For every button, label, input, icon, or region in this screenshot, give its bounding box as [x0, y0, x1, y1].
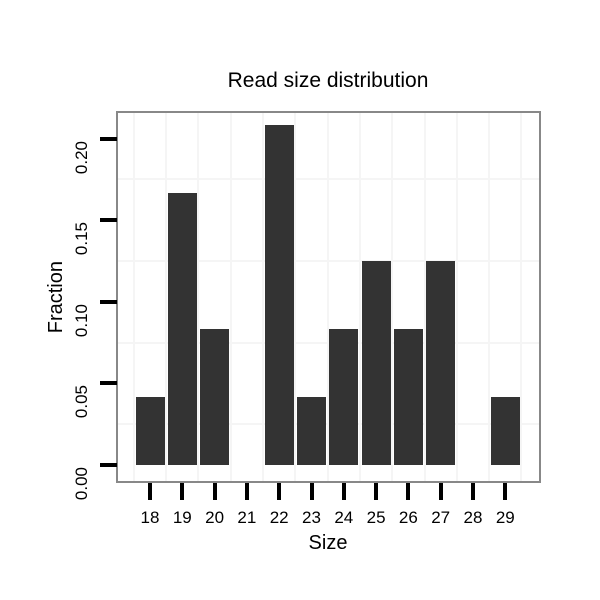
v-gridline	[294, 113, 297, 481]
v-gridline	[326, 113, 329, 481]
bar	[135, 397, 165, 465]
x-axis-tick	[277, 483, 282, 500]
y-axis-tick	[100, 136, 117, 141]
bar	[329, 329, 359, 465]
x-axis-title: Size	[308, 532, 348, 554]
h-gridline	[118, 341, 539, 344]
x-axis-tick	[503, 483, 508, 500]
bar	[393, 329, 423, 465]
v-gridline	[165, 113, 168, 481]
x-axis-tick	[374, 483, 379, 500]
y-tick-label: 0.00	[72, 467, 91, 501]
x-tick-label: 20	[205, 508, 225, 527]
bar	[426, 261, 456, 465]
x-axis-tick	[148, 483, 152, 500]
v-gridline	[229, 113, 232, 481]
h-gridline	[118, 178, 539, 181]
x-axis-tick	[406, 483, 411, 500]
y-tick-label: 0.10	[72, 303, 91, 337]
y-tick-label: 0.15	[72, 222, 91, 256]
x-axis-tick	[309, 483, 314, 500]
v-gridline	[358, 113, 361, 481]
bar	[297, 397, 326, 465]
y-axis-tick	[100, 463, 117, 467]
y-axis-tick	[100, 218, 117, 223]
bar	[490, 397, 520, 465]
bar	[264, 125, 294, 465]
x-axis-tick	[471, 483, 475, 500]
x-tick-label: 29	[495, 508, 515, 527]
x-tick-label: 25	[366, 508, 386, 527]
x-tick-label: 21	[237, 508, 257, 527]
x-tick-label: 28	[463, 508, 483, 527]
h-gridline	[118, 260, 539, 262]
bar	[200, 329, 230, 465]
x-tick-label: 22	[269, 508, 289, 527]
x-tick-label: 18	[140, 508, 160, 527]
x-axis-tick	[180, 483, 185, 500]
x-axis-tick	[341, 483, 346, 500]
x-tick-label: 24	[334, 508, 354, 527]
x-axis-tick	[212, 483, 217, 500]
y-axis-tick	[100, 381, 117, 386]
y-tick-label: 0.05	[72, 385, 91, 419]
plot-panel	[116, 111, 541, 483]
v-gridline	[197, 113, 200, 481]
v-gridline	[488, 113, 491, 481]
v-gridline	[262, 113, 265, 481]
x-axis-tick	[438, 483, 443, 500]
v-gridline	[520, 113, 523, 481]
v-gridline	[132, 113, 135, 481]
bar	[167, 193, 197, 465]
v-gridline	[423, 113, 426, 481]
x-tick-label: 26	[398, 508, 418, 527]
y-tick-label: 0.20	[72, 140, 91, 174]
v-gridline	[455, 113, 458, 481]
x-tick-label: 23	[302, 508, 321, 527]
x-tick-label: 27	[431, 508, 451, 527]
chart-title: Read size distribution	[227, 69, 429, 92]
bar	[361, 261, 391, 465]
h-gridline	[118, 423, 539, 426]
y-axis-tick	[100, 299, 117, 304]
x-axis-tick	[244, 483, 249, 500]
x-tick-label: 19	[172, 508, 192, 527]
v-gridline	[391, 113, 394, 481]
